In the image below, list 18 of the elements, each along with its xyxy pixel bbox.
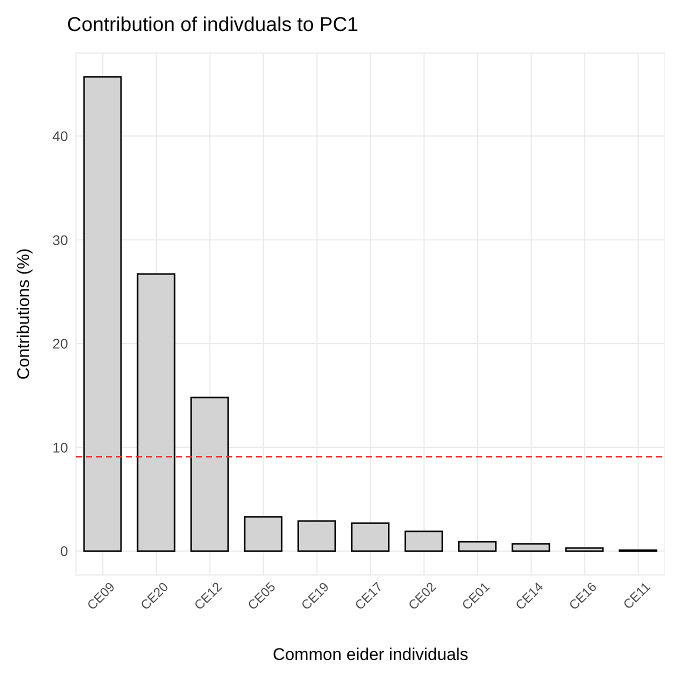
chart-title: Contribution of indivduals to PC1 [67,14,358,37]
y-axis-title: Contributions (%) [14,248,34,380]
x-axis-title: Common eider individuals [272,645,468,664]
bar [565,547,604,552]
bar [404,530,444,552]
bar [136,273,176,552]
y-tick-label: 20 [52,336,68,352]
bar [83,76,122,552]
y-tick-label: 10 [52,439,68,456]
bar [458,541,497,552]
bar [244,516,282,552]
y-tick-label: 0 [60,543,68,560]
y-tick-label: 30 [52,232,68,248]
bar [297,520,336,552]
bar [190,396,229,552]
bar [512,543,550,552]
y-tick-label: 40 [52,128,68,144]
bar [351,522,390,552]
